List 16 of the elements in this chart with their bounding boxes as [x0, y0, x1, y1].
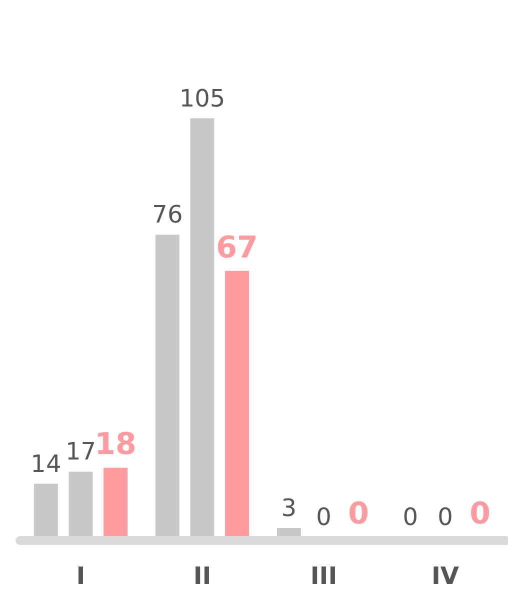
data-label: 14	[30, 450, 62, 478]
data-label: 0	[402, 503, 418, 531]
data-label: 0	[438, 503, 453, 531]
data-label: 3	[281, 494, 297, 522]
x-tick-label: II	[193, 562, 212, 590]
x-tick-label: I	[76, 562, 86, 590]
data-label: 0	[316, 503, 332, 531]
data-label: 76	[152, 200, 183, 229]
data-label: 105	[179, 84, 226, 112]
data-label: 0	[348, 496, 369, 532]
data-label: 67	[216, 230, 258, 266]
data-label: 17	[65, 438, 96, 466]
data-label: 0	[470, 496, 490, 532]
x-tick-label: IV	[431, 562, 460, 590]
data-label: 18	[94, 427, 136, 462]
x-tick-label: III	[310, 562, 338, 590]
